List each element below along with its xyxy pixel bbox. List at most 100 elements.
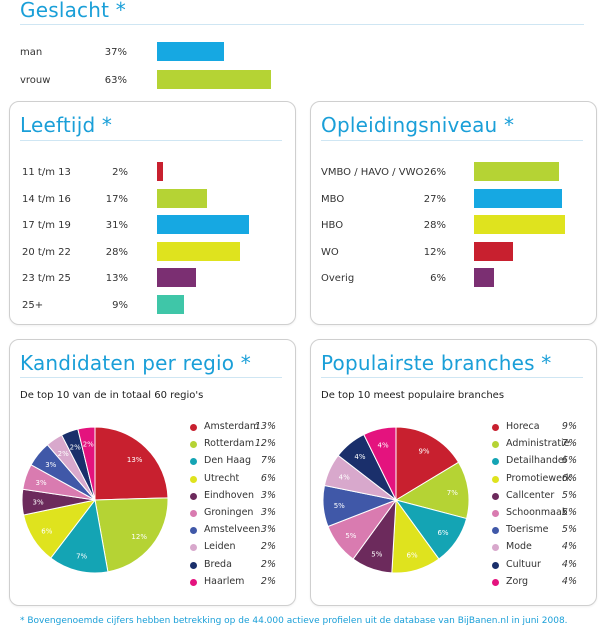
branches-legend-dot: [492, 527, 499, 535]
branches-legend-value: 6%: [561, 455, 577, 467]
education-value: 6%: [430, 273, 446, 284]
regions-slice-label: 2%: [58, 450, 69, 458]
branches-legend-label: Toerisme: [506, 524, 549, 536]
regions-legend-dot: [190, 578, 197, 586]
branches-legend-value: 6%: [561, 472, 577, 484]
regions-pie: 13%12%7%6%3%3%3%2%2% 2%: [21, 426, 169, 574]
regions-subtitle: De top 10 van de in totaal 60 regio's: [20, 390, 204, 401]
education-label: VMBO / HAVO / VWO: [321, 167, 424, 178]
regions-legend-label: Haarlem: [204, 575, 245, 587]
regions-legend-value: 7%: [260, 455, 276, 467]
regions-slice: [50, 498, 109, 574]
gender-bar: [157, 42, 224, 61]
branches-legend-dot: [492, 544, 499, 552]
branches-title-rule: [321, 377, 583, 378]
education-value: 27%: [423, 193, 446, 205]
regions-legend-value: 12%: [254, 438, 276, 450]
education-panel: [310, 101, 597, 325]
branches-legend-dot: [492, 510, 499, 517]
regions-legend-value: 2%: [260, 575, 276, 587]
regions-legend-label: Eindhoven: [204, 489, 255, 501]
education-bar: [474, 241, 513, 261]
regions-legend-dot: [190, 458, 197, 466]
branches-slice-label: 4%: [339, 473, 350, 481]
gender-title-rule: [20, 24, 584, 25]
education-bar: [474, 188, 562, 208]
branches-legend-label: Promotiewerk: [506, 472, 572, 484]
gender-bar: [157, 70, 272, 89]
regions-legend-value: 2%: [260, 541, 276, 553]
age-bar: [157, 268, 196, 287]
age-value: 9%: [112, 299, 128, 311]
branches-legend-dot: [492, 475, 499, 483]
education-value: 12%: [423, 246, 446, 258]
branches-legend-label: Zorg: [506, 575, 529, 587]
branches-legend-dot: [492, 578, 499, 586]
gender-value: 63%: [104, 75, 127, 86]
footnote: * Bovengenoemde cijfers hebben betrekkin…: [20, 616, 568, 626]
regions-slice: [94, 426, 169, 501]
regions-legend-dot: [190, 441, 197, 449]
branches-legend-value: 4%: [561, 575, 577, 587]
gender-label: vrouw: [20, 75, 51, 86]
age-bar: [157, 241, 241, 261]
education-title: Opleidingsniveau *: [321, 113, 515, 137]
gender-value: 37%: [104, 47, 127, 58]
branches-legend-label: Schoonmaak: [506, 507, 568, 518]
branches-slice: [395, 426, 460, 501]
education-bar: [474, 162, 559, 181]
branches-slice-label: 5%: [371, 551, 382, 559]
branches-pie: 9% 7% 6% 6% 5% 5% 5% 4% 4% 4%: [322, 426, 470, 574]
education-bar: [474, 268, 494, 287]
regions-slice-label: 3%: [33, 499, 44, 507]
branches-legend-value: 4%: [561, 541, 577, 553]
branches-legend-label: Detailhandel: [506, 455, 567, 467]
regions-slice: [77, 426, 96, 501]
branches-legend-label: Callcenter: [506, 489, 555, 501]
age-value: 31%: [105, 220, 128, 231]
education-label: MBO: [321, 193, 345, 205]
regions-slice-label: 13%: [127, 456, 143, 464]
branches-title: Populairste branches *: [321, 351, 552, 375]
education-title-rule: [321, 140, 583, 141]
branches-legend-label: Mode: [506, 541, 532, 553]
regions-slice-label: 7%: [76, 552, 87, 560]
regions-slice-label: 2%: [83, 440, 94, 448]
regions-slice: [94, 497, 169, 573]
regions-legend-label: Rotterdam: [204, 438, 255, 450]
branches-slice-label: 6%: [437, 529, 448, 537]
age-bar: [157, 294, 184, 314]
age-bar: [157, 162, 163, 181]
branches-legend-value: 7%: [561, 438, 577, 450]
regions-slice-label: 2%: [70, 444, 81, 452]
age-label: 17 t/m 19: [22, 220, 71, 231]
regions-legend-dot: [190, 561, 197, 569]
branches-legend-dot: [492, 441, 499, 449]
age-bar: [157, 215, 250, 234]
regions-slice-label: 6%: [41, 527, 52, 535]
regions-legend-value: 2%: [260, 558, 276, 570]
branches-subtitle: De top 10 meest populaire branches: [321, 390, 505, 401]
age-value: 13%: [105, 273, 128, 284]
age-bar: [157, 188, 208, 208]
regions-title: Kandidaten per regio *: [20, 351, 251, 375]
regions-title-rule: [20, 377, 282, 378]
regions-legend-label: Leiden: [204, 541, 236, 553]
regions-legend-label: Utrecht: [204, 472, 240, 484]
regions-legend-dot: [190, 492, 197, 500]
regions-legend-value: 3%: [260, 489, 276, 501]
regions-slice-label: 3%: [45, 461, 56, 469]
regions-slice-label: 12%: [131, 533, 147, 541]
age-title: Leeftijd *: [20, 113, 113, 137]
branches-slice-label: 5%: [345, 532, 356, 540]
education-bar: [474, 215, 565, 234]
age-label: 11 t/m 13: [22, 167, 71, 178]
regions-legend-value: 3%: [260, 524, 276, 536]
age-value: 17%: [105, 193, 128, 205]
regions-legend-label: Amsterdam: [204, 421, 260, 432]
regions-legend-value: 13%: [254, 421, 276, 432]
education-label: Overig: [321, 273, 355, 284]
branches-legend-value: 5%: [561, 524, 577, 536]
branches-slice-label: 4%: [378, 442, 389, 450]
branches-legend-dot: [492, 424, 499, 431]
